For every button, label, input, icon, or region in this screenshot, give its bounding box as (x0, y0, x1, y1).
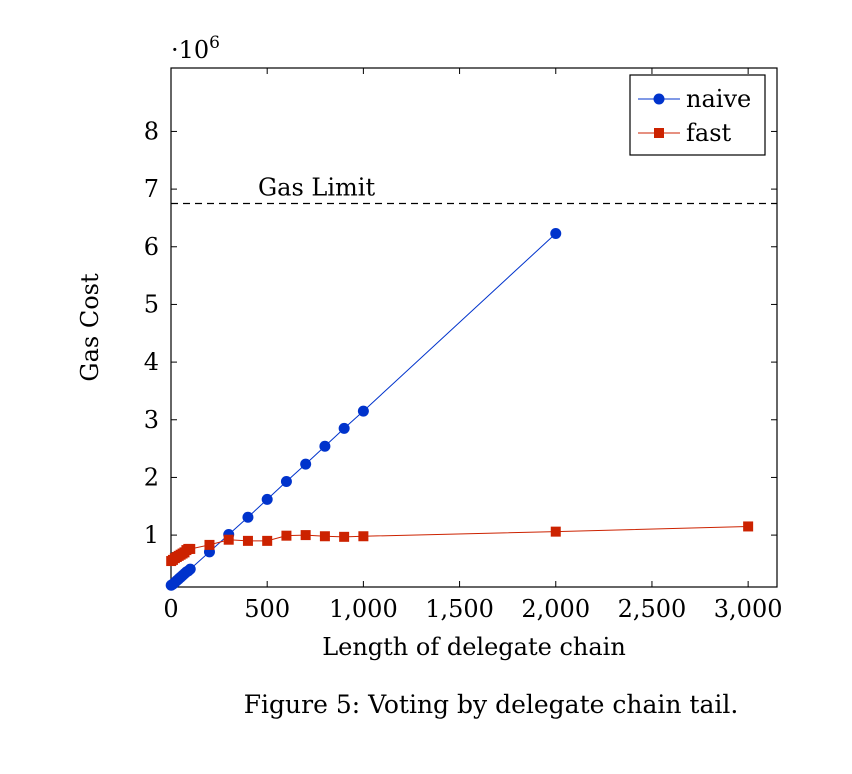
x-tick-label: 1,500 (425, 595, 494, 623)
y-tick-label: 6 (144, 233, 159, 261)
y-tick-label: 5 (144, 290, 159, 318)
y-axis-multiplier: ·106 (171, 33, 220, 64)
data-point-fast (300, 530, 311, 541)
data-point-naive (280, 475, 292, 487)
x-axis-ticks: 0 500 1,000 1,500 2,000 2,500 3,000 (163, 68, 783, 623)
plot-area: 0 500 1,000 1,500 2,000 2,500 3,000 1 2 3 4 5 6 7 8 (144, 67, 783, 623)
data-point-naive (357, 405, 369, 417)
y-axis-ticks: 1 2 3 4 5 6 7 8 (144, 117, 777, 549)
data-point-fast (223, 534, 234, 545)
data-point-fast (358, 531, 369, 542)
data-point-fast (204, 539, 215, 550)
data-point-fast (743, 521, 754, 532)
data-point-fast (185, 543, 196, 554)
legend-marker-naive (653, 93, 665, 105)
x-tick-label: 2,000 (521, 595, 590, 623)
legend-marker-fast (654, 128, 664, 138)
legend-entries: naive fast (638, 85, 751, 147)
y-tick-label: 2 (144, 463, 159, 491)
legend-label-naive: naive (686, 85, 751, 113)
gas-limit-label: Gas Limit (258, 174, 375, 202)
x-tick-label: 500 (244, 595, 290, 623)
y-axis-multiplier-exponent: 6 (209, 33, 220, 53)
y-axis-title: Gas Cost (76, 273, 104, 382)
data-point-fast (550, 526, 561, 537)
legend-entry-fast: fast (638, 119, 732, 147)
series-line-fast (170, 525, 749, 562)
data-point-fast (242, 535, 253, 546)
data-point-fast (319, 531, 330, 542)
legend-entry-naive: naive (638, 85, 751, 113)
y-tick-label: 7 (144, 175, 159, 203)
x-tick-label: 1,000 (329, 595, 398, 623)
data-point-naive (184, 563, 196, 575)
x-tick-label: 2,500 (618, 595, 687, 623)
data-point-naive (319, 440, 331, 452)
x-axis-title: Length of delegate chain (322, 633, 626, 661)
y-tick-label: 8 (144, 117, 159, 145)
data-point-fast (262, 535, 273, 546)
data-point-fast (281, 530, 292, 541)
data-point-naive (550, 228, 562, 240)
legend-label-fast: fast (686, 119, 732, 147)
y-tick-label: 3 (144, 406, 159, 434)
data-point-naive (261, 493, 273, 505)
y-tick-label: 1 (144, 521, 159, 549)
figure-caption: Figure 5: Voting by delegate chain tail. (243, 690, 739, 719)
data-point-naive (242, 511, 254, 523)
x-tick-label: 3,000 (714, 595, 783, 623)
data-point-fast (339, 531, 350, 542)
series-fast (166, 521, 754, 567)
legend-box (629, 74, 766, 156)
y-tick-label: 4 (144, 348, 159, 376)
data-point-naive (300, 458, 312, 470)
data-point-naive (338, 422, 350, 434)
y-axis-multiplier-base: ·10 (171, 36, 209, 64)
plot-frame (170, 67, 778, 588)
series-layer (165, 228, 754, 591)
legend: naive fast (629, 74, 766, 156)
x-tick-label: 0 (163, 595, 178, 623)
